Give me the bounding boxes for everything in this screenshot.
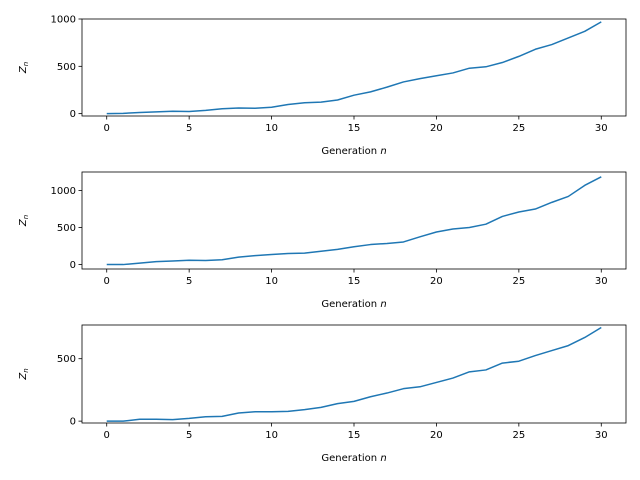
x-axis-label: Generation n xyxy=(321,146,386,157)
y-tick-label: 500 xyxy=(57,354,76,365)
x-tick-label: 30 xyxy=(595,123,608,134)
x-tick-label: 25 xyxy=(512,276,525,287)
subplot-1: 0 5 10 15 20 25 30 0 500 1000 Generation n Zn xyxy=(18,15,627,157)
y-tick-label: 500 xyxy=(57,62,76,73)
y-tick-label: 1000 xyxy=(51,186,76,197)
axes-frame xyxy=(81,324,627,424)
x-tick-label: 0 xyxy=(104,430,110,441)
x-tick-label: 20 xyxy=(430,430,443,441)
axes-frame xyxy=(81,171,627,270)
x-axis-label: Generation n xyxy=(321,299,386,310)
subplot-2: 0 5 10 15 20 25 30 0 500 1000 Generation n Zn xyxy=(18,171,627,310)
y-tick-label: 500 xyxy=(57,223,76,234)
x-tick-label: 30 xyxy=(595,430,608,441)
y-tick-label: 0 xyxy=(70,417,76,428)
y-axis-label: Zn xyxy=(18,215,30,227)
y-axis-label: Zn xyxy=(18,368,30,380)
x-tick-label: 30 xyxy=(595,276,608,287)
x-tick-label: 25 xyxy=(512,123,525,134)
x-tick-label: 15 xyxy=(348,123,361,134)
y-tick-label: 1000 xyxy=(51,15,76,26)
axes-frame xyxy=(81,18,627,117)
x-tick-label: 20 xyxy=(430,123,443,134)
x-tick-label: 10 xyxy=(265,276,278,287)
x-tick-label: 10 xyxy=(265,430,278,441)
x-tick-label: 5 xyxy=(186,430,192,441)
series-line-2 xyxy=(106,176,602,266)
x-tick-label: 0 xyxy=(104,123,110,134)
x-tick-label: 25 xyxy=(512,430,525,441)
x-tick-label: 10 xyxy=(265,123,278,134)
y-tick-label: 0 xyxy=(70,260,76,271)
y-axis-label: Zn xyxy=(18,62,30,74)
x-tick-label: 5 xyxy=(186,123,192,134)
series-line-1 xyxy=(106,21,602,115)
x-tick-label: 15 xyxy=(348,430,361,441)
x-axis-label: Generation n xyxy=(321,453,386,464)
x-tick-label: 20 xyxy=(430,276,443,287)
subplot-3: 0 5 10 15 20 25 30 0 500 Generation n Zn xyxy=(18,324,627,464)
x-tick-label: 5 xyxy=(186,276,192,287)
x-tick-label: 0 xyxy=(104,276,110,287)
y-tick-label: 0 xyxy=(70,109,76,120)
series-line-3 xyxy=(106,326,602,422)
x-tick-label: 15 xyxy=(348,276,361,287)
